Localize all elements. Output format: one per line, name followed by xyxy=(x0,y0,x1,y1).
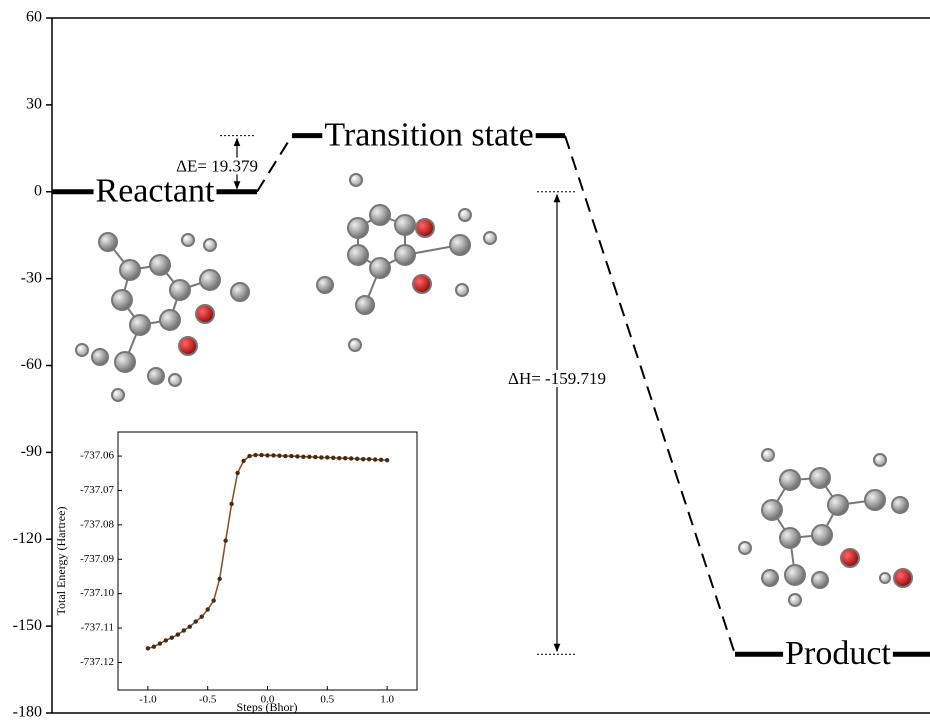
data-point xyxy=(307,455,311,459)
inset-frame xyxy=(118,432,417,690)
y-tick-label: -120 xyxy=(13,530,42,547)
data-point xyxy=(337,456,341,460)
inset-y-tick-label: -737.09 xyxy=(80,553,114,565)
connector xyxy=(565,136,735,655)
data-point xyxy=(206,607,210,611)
y-tick-label: -150 xyxy=(13,617,42,634)
connector xyxy=(257,136,292,192)
level-label: Reactant xyxy=(96,173,215,210)
level-label: Transition state xyxy=(324,116,533,153)
data-point xyxy=(176,632,180,636)
inset-y-label: Total Energy (Hartree) xyxy=(54,507,68,616)
delta-h-label: ΔH= -159.719 xyxy=(508,369,606,388)
data-point xyxy=(170,636,174,640)
y-tick-label: -180 xyxy=(13,704,42,721)
level-label: Product xyxy=(785,635,891,672)
chart: Steps (Bhor) Total Energy (Hartree) -737… xyxy=(0,0,930,721)
data-point xyxy=(385,458,389,462)
data-point xyxy=(241,459,245,463)
page: {"chart_data": [ {"type": "energy_profil… xyxy=(0,0,930,721)
delta-e-label: ΔE= 19.379 xyxy=(176,157,258,176)
data-point xyxy=(367,457,371,461)
data-point xyxy=(229,502,233,506)
molecule-transition-state xyxy=(317,174,496,351)
data-point xyxy=(271,453,275,457)
inset-x-tick-label: 0.0 xyxy=(261,694,275,706)
data-point xyxy=(164,638,168,642)
inset-x-tick-label: -1.0 xyxy=(139,694,157,706)
inset-y-tick-label: -737.10 xyxy=(80,587,114,599)
data-point xyxy=(355,457,359,461)
inset-y-tick-label: -737.12 xyxy=(80,656,114,668)
data-point xyxy=(277,454,281,458)
y-tick-label: 60 xyxy=(26,9,42,26)
y-tick-label: -90 xyxy=(21,443,42,460)
data-point xyxy=(373,457,377,461)
data-point xyxy=(247,454,251,458)
data-point xyxy=(349,456,353,460)
data-point xyxy=(235,471,239,475)
inset-x-tick-label: -0.5 xyxy=(199,694,217,706)
data-point xyxy=(223,539,227,543)
data-point xyxy=(325,455,329,459)
inset-x-tick-label: 0.5 xyxy=(320,694,334,706)
data-point xyxy=(211,598,215,602)
y-tick-label: -30 xyxy=(21,269,42,286)
data-point xyxy=(259,453,263,457)
inset-y-tick-label: -737.08 xyxy=(80,518,114,530)
data-point xyxy=(200,615,204,619)
y-tick-label: 30 xyxy=(26,96,42,113)
data-point xyxy=(295,454,299,458)
data-point xyxy=(343,456,347,460)
data-point xyxy=(379,458,383,462)
data-point xyxy=(319,455,323,459)
data-point xyxy=(158,641,162,645)
data-point xyxy=(361,457,365,461)
data-point xyxy=(182,628,186,632)
data-point xyxy=(188,625,192,629)
inset-x-tick-label: 1.0 xyxy=(380,694,394,706)
data-point xyxy=(146,646,150,650)
y-tick-label: -60 xyxy=(21,356,42,373)
molecule-product xyxy=(739,449,912,606)
data-point xyxy=(194,619,198,623)
data-point xyxy=(313,455,317,459)
data-point xyxy=(217,577,221,581)
data-point xyxy=(301,455,305,459)
inset-y-tick-label: -737.07 xyxy=(80,484,114,496)
data-point xyxy=(289,454,293,458)
inset-chart: Steps (Bhor) Total Energy (Hartree) -737… xyxy=(54,432,417,714)
inset-y-tick-label: -737.11 xyxy=(80,622,114,634)
data-point xyxy=(283,454,287,458)
data-point xyxy=(152,644,156,648)
data-point xyxy=(265,453,269,457)
molecule-reactant xyxy=(76,233,249,401)
data-point xyxy=(253,453,257,457)
data-point xyxy=(331,456,335,460)
inset-y-tick-label: -737.06 xyxy=(80,450,114,462)
y-tick-label: 0 xyxy=(34,182,42,199)
